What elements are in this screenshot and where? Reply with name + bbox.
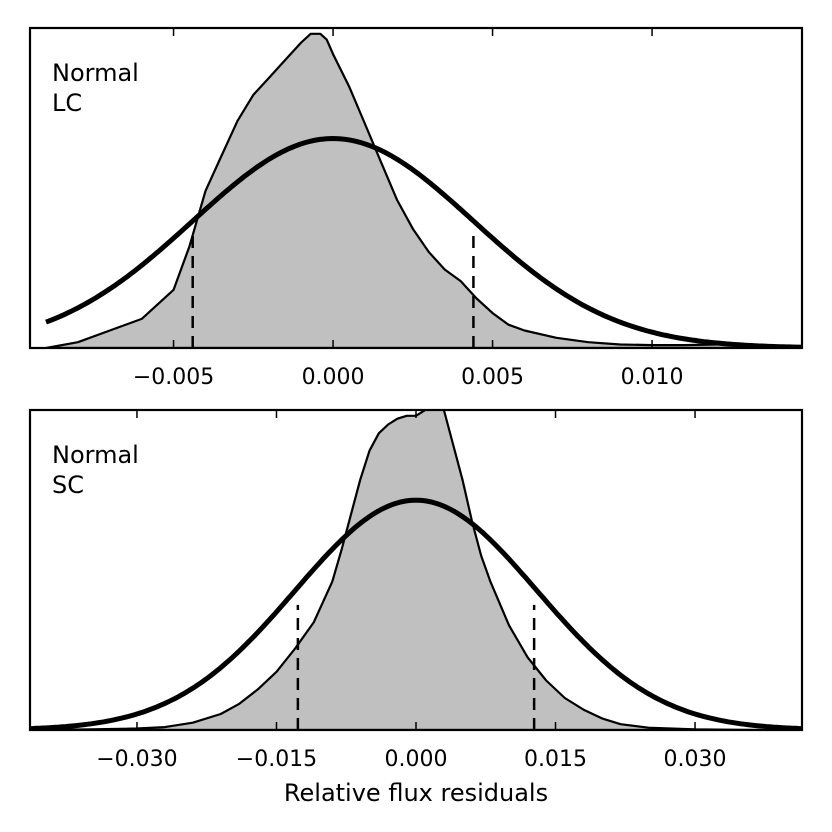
x-tick-label-0-0: −0.005: [133, 365, 214, 390]
annotation-sc-line2: SC: [52, 471, 84, 499]
x-tick-label-1-0: −0.030: [96, 747, 177, 772]
x-tick-label-0-1: 0.000: [302, 365, 365, 390]
x-tick-label-1-1: −0.015: [236, 747, 317, 772]
annotation-lc-line2: LC: [52, 89, 82, 117]
x-tick-label-1-2: 0.000: [385, 747, 448, 772]
density-fill-1: [30, 410, 802, 730]
x-ticks-lc: −0.005 0.000 0.005 0.010: [133, 28, 684, 390]
x-axis-label: Relative flux residuals: [284, 779, 548, 807]
density-fill-0: [44, 32, 802, 348]
x-tick-label-1-3: 0.015: [524, 747, 587, 772]
axes-frame-lc: [28, 26, 804, 350]
x-tick-label-0-3: 0.010: [621, 365, 684, 390]
x-tick-label-0-2: 0.005: [461, 365, 524, 390]
x-tick-label-1-4: 0.030: [664, 747, 727, 772]
panel-lc: −0.005 0.000 0.005 0.010 Normal LC: [28, 26, 804, 390]
annotation-lc-line1: Normal: [52, 59, 139, 87]
plot-area-lc: [44, 32, 802, 348]
panel-sc: −0.030 −0.015 0.000 0.015 0.030 Normal SC: [28, 408, 804, 772]
plot-area-sc: [30, 410, 802, 730]
annotation-sc-line1: Normal: [52, 441, 139, 469]
x-ticks-sc: −0.030 −0.015 0.000 0.015 0.030: [96, 410, 727, 772]
gaussian-fit-1: [30, 497, 802, 730]
gaussian-fit-0: [45, 135, 802, 348]
